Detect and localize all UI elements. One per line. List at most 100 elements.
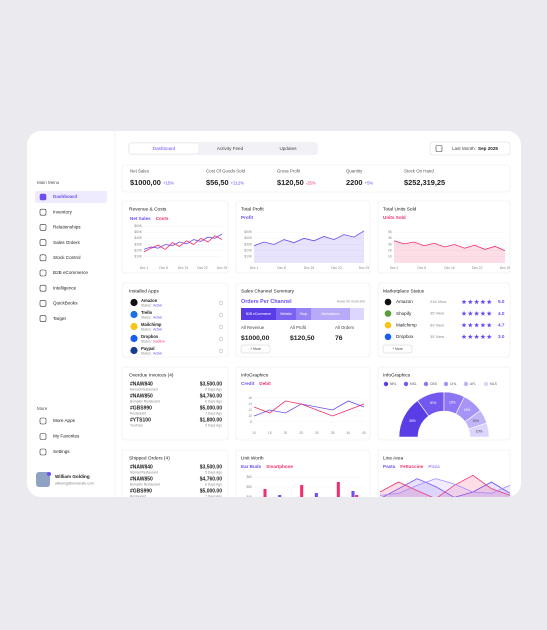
kpi-value: $120,50 [277,178,304,187]
nav-item[interactable]: Stock Control [53,255,81,260]
invoice-id: #NAW850 [130,476,153,482]
nav-icon [39,239,47,246]
market-rating: 4.7 [498,322,505,327]
market-rating: 3.0 [498,334,505,339]
status-label: Status: [141,327,152,331]
nav-item[interactable]: Sales Orders [53,240,81,245]
market-name: Dropbox [396,334,414,339]
market-views: 35 View [430,311,444,316]
segment-label: B2B eCommerce [246,312,271,316]
nav-icon [39,448,47,456]
x-tick-label: Dec 15 [304,266,315,270]
nav-item[interactable]: Dashboard [53,194,77,199]
section-title: More [37,406,48,411]
channel-segment [241,308,276,320]
app-action[interactable] [218,300,224,306]
nav-item[interactable]: More Apps [53,418,76,423]
metric-label: All Orders [335,325,354,330]
market-logo [384,333,392,341]
tab[interactable]: Updates [279,146,297,151]
nav-item[interactable]: QuickBooks [53,301,78,306]
line [379,478,511,496]
star-icon [474,311,480,316]
more-button[interactable] [240,344,271,354]
status-label: Status: [141,303,152,307]
kpi-change: +212% [231,181,245,186]
panel-title: Unit Worth [241,455,264,461]
nav-item[interactable]: Relationships [53,225,81,230]
nav-item[interactable]: Intelligence [53,285,77,290]
legend-item: Debit [259,381,271,386]
nav-icon [39,315,47,322]
y-tick-label: 1K [388,255,393,259]
kpi-label: Gross Profit [277,169,301,174]
legend-item: Net Sales [130,216,151,221]
tab[interactable]: Activity Feed [217,146,244,151]
nav-item[interactable]: Inventory [53,209,73,214]
panel [235,200,371,274]
invoice-id: #GBS990 [130,488,152,494]
section-title: Main Menu [37,180,60,185]
app-action[interactable] [218,324,224,330]
user-email: williamg@windsuite.com [55,481,94,485]
y-tick-label: $30K [134,242,143,246]
x-tick-label: Dec 15 [178,266,189,270]
tab[interactable]: Dashboard [153,146,176,151]
nav-item[interactable]: B2B eCommerce [53,270,88,275]
more-label[interactable]: + More [250,347,261,351]
nav-item[interactable]: Target [53,316,66,321]
panel [121,366,229,441]
x-tick-label: 40 [346,431,350,435]
star-icon [461,311,467,316]
invoice-id: #GBS990 [130,405,152,411]
metric-label: All Revenue [241,325,265,330]
metric-label: All Profit [290,325,307,330]
channel-segment [276,308,296,320]
x-tick-label: 30 [315,431,319,435]
invoice-id: #YTS100 [130,417,151,423]
app-action[interactable] [218,348,224,354]
kpi-change: +15% [163,181,174,186]
nav-item[interactable]: Settings [53,449,70,454]
bar [314,493,318,497]
nav-item[interactable]: My Favorites [53,434,80,439]
y-tick-label: $40K [134,236,143,240]
x-tick-label: 20 [284,431,288,435]
x-tick-label: Dec 15 [444,266,455,270]
more-label[interactable]: + More [392,347,403,351]
legend-item: NRL [390,382,397,386]
legend-item: MSL [410,382,417,386]
x-tick-label: Dec 29 [359,266,370,270]
active-item [35,191,107,203]
app-action[interactable] [218,312,224,318]
invoice-customer: Nomad Restaurant [130,470,158,474]
app-status: Inactive [153,339,165,343]
line [143,233,223,250]
kpi-value: $1000,00 [130,178,161,187]
bar [296,507,299,537]
hint: Hover for more info [337,299,365,303]
panel [377,200,511,274]
calendar-icon [435,145,443,152]
more-button[interactable] [382,344,413,354]
kpi-change: +5% [364,181,373,186]
invoice-id: #NAW840 [130,464,153,470]
x-tick-label: Dec 22 [197,266,208,270]
invoice-amount: $3,500.00 [200,381,222,387]
area [380,478,510,497]
segment-label: 30% [409,419,416,423]
y-tick-label: $50 [246,485,252,489]
legend-item: Fettuccine [400,464,423,469]
segment-label: Website [280,312,292,316]
star-icon [486,311,492,316]
channel-segment-rest [350,308,364,320]
invoice-time: 5 Days Ago [205,470,222,474]
market-rating: 4.0 [498,311,505,316]
y-tick-label: 3K [388,242,393,246]
y-tick-label: $20K [134,249,143,253]
bar [351,491,355,497]
app-action[interactable] [218,336,224,342]
invoice-time: 9 Days Ago [205,423,222,427]
date-filter[interactable] [429,141,511,156]
market-name: Amazon [396,299,413,304]
